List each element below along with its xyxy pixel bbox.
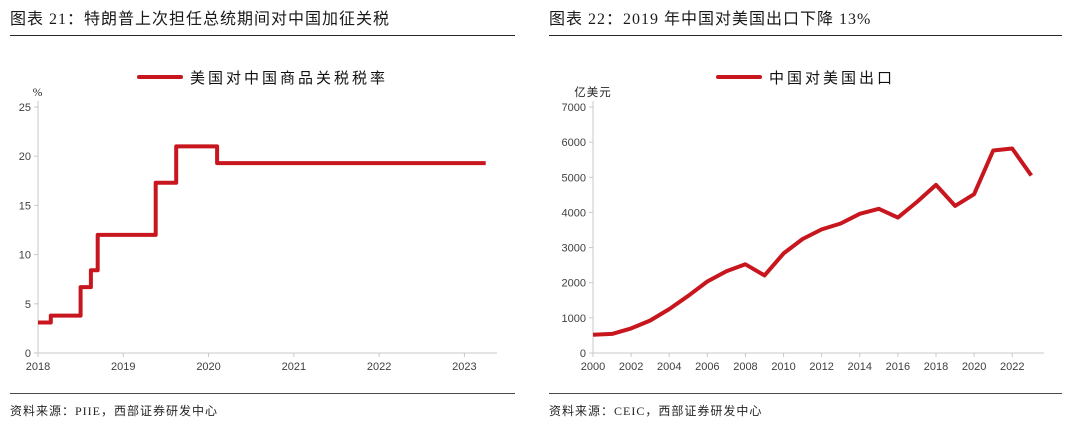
x-tick-label: 2023 [452, 361, 476, 373]
y-tick-label: 6000 [562, 137, 586, 149]
figure-22-exports-chart: 图表 22：2019 年中国对美国出口下降 13% 中国对美国出口 0 1000 2… [549, 6, 1062, 418]
series-line [592, 146, 1033, 337]
x-tick-label: 2018 [26, 361, 50, 373]
x-tick-label: 2022 [1000, 361, 1024, 373]
y-tick-label: 3000 [562, 243, 586, 255]
legend-label: 美国对中国商品关税税率 [189, 70, 388, 87]
series-line [38, 144, 486, 325]
y-tick-label: 15 [19, 200, 31, 212]
x-tick-label: 2021 [282, 361, 306, 373]
y-axis-unit-label: % [33, 87, 44, 99]
legend-label: 中国对美国出口 [768, 70, 895, 87]
figure-22-source: 资料来源：CEIC，西部证券研发中心 [549, 393, 1062, 419]
y-tick-label: 0 [25, 348, 31, 360]
y-tick-label: 10 [19, 250, 31, 262]
y-tick-label: 2000 [562, 278, 586, 290]
x-tick-label: 2020 [962, 361, 986, 373]
exports-line-chart: 0 1000 2000 3000 4000 5000 6000 7000 2000 2002 200… [562, 85, 1044, 373]
y-tick-label: 20 [19, 151, 31, 163]
x-tick-label: 2018 [924, 361, 948, 373]
x-tick-label: 2008 [733, 361, 757, 373]
x-tick-label: 2004 [657, 361, 681, 373]
legend-line-swatch [136, 75, 183, 79]
x-tick-label: 2019 [111, 361, 135, 373]
x-tick-label: 2010 [771, 361, 795, 373]
figure-22-title: 图表 22：2019 年中国对美国出口下降 13% [549, 10, 1062, 36]
y-axis-unit-label: 亿美元 [574, 85, 612, 99]
x-tick-label: 2022 [367, 361, 391, 373]
figure-21-legend: 美国对中国商品关税税率 [10, 66, 515, 88]
figure-21-tariff-chart: 图表 21：特朗普上次担任总统期间对中国加征关税 美国对中国商品关税税率 0 5 1… [10, 6, 515, 418]
tariff-step-chart: 0 5 10 15 20 25 2018 2019 2020 2021 2022 2023% [19, 87, 497, 373]
y-tick-label: 25 [19, 102, 31, 114]
x-tick-label: 2014 [848, 361, 872, 373]
y-tick-label: 5000 [562, 172, 586, 184]
figure-21-title: 图表 21：特朗普上次担任总统期间对中国加征关税 [10, 10, 515, 36]
y-tick-label: 5 [25, 299, 31, 311]
x-tick-label: 2020 [196, 361, 220, 373]
x-tick-label: 2016 [886, 361, 910, 373]
x-tick-label: 2006 [695, 361, 719, 373]
x-tick-label: 2002 [619, 361, 643, 373]
y-tick-label: 4000 [562, 207, 586, 219]
y-tick-label: 1000 [562, 313, 586, 325]
y-tick-label: 0 [580, 348, 586, 360]
x-tick-label: 2000 [581, 361, 605, 373]
x-tick-label: 2012 [809, 361, 833, 373]
figure-21-source: 资料来源：PIIE，西部证券研发中心 [10, 393, 515, 419]
figure-22-legend: 中国对美国出口 [549, 66, 1062, 88]
y-tick-label: 7000 [562, 102, 586, 114]
legend-line-swatch [715, 75, 762, 79]
